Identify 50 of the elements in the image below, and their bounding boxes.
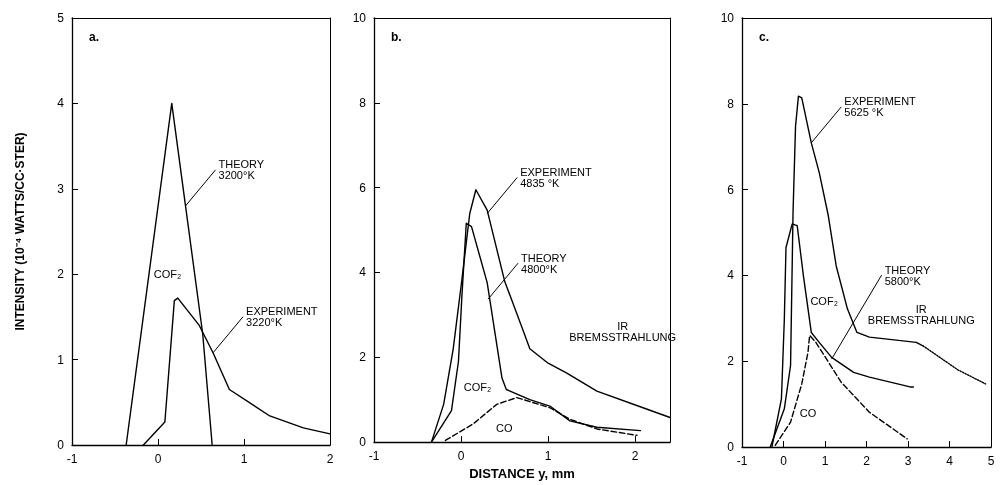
y-tick-label: 4 [57,96,65,111]
annotation: THEORY 3200°K [218,158,265,182]
x-tick-label: 0 [154,452,162,466]
y-tick-label: 1 [57,352,65,367]
x-tick-label: 5 [987,454,995,468]
y-tick-label: 10 [352,11,367,25]
y-axis-title: INTENSITY (10⁻⁴ WATTS/CC·STER) [13,132,27,331]
y-tick-label: 3 [57,181,65,196]
x-tick-label: -1 [66,452,78,466]
annotation: THEORY 4800°K [521,251,568,275]
text: b. [391,30,402,44]
annotation: EXPERIMENT 3220°K [246,305,318,329]
y-tick-label: 0 [359,435,367,450]
y-tick-label: 10 [720,11,735,25]
annotation: THEORY 5800°K [884,263,931,287]
annotation: IR BREMSSTRAHLUNG [867,302,975,326]
x-tick-label: 4 [946,454,954,468]
x-tick-label: 1 [544,449,552,464]
y-tick-label: 6 [727,182,735,197]
annotation: COF₂ [810,295,838,308]
y-tick-label: 5 [57,11,65,25]
x-tick-label: 1 [240,452,248,466]
x-tick-label: 2 [631,449,639,464]
x-tick-label: -1 [368,449,380,464]
y-tick-label: 0 [57,438,65,452]
y-tick-label: 8 [359,95,367,110]
x-tick-label: -1 [736,454,748,468]
y-tick-label: 2 [727,354,735,369]
x-tick-label: 0 [457,449,465,464]
annotation: EXPERIMENT 5625 °K [844,95,917,119]
y-tick-label: 6 [359,180,367,195]
annotation: CO [799,406,817,419]
x-tick-label: 3 [904,454,912,468]
y-tick-label: 4 [359,265,367,280]
y-tick-label: 4 [727,268,735,283]
annotation: CO [495,421,513,434]
text: c. [759,30,770,44]
x-tick-label: 2 [326,452,334,466]
text: a. [89,30,100,44]
y-tick-label: 8 [727,96,735,111]
x-tick-label: 1 [821,454,829,468]
x-tick-label: 2 [863,454,871,468]
annotation: COF₂ [153,268,182,281]
y-tick-label: 2 [359,350,367,365]
y-tick-label: 2 [57,267,65,282]
x-tick-label: 0 [780,454,788,468]
y-tick-label: 0 [727,440,735,454]
x-axis-title: DISTANCE y, mm [469,466,575,481]
annotation: COF₂ [463,380,492,393]
annotation: EXPERIMENT 4835 °K [520,166,592,190]
